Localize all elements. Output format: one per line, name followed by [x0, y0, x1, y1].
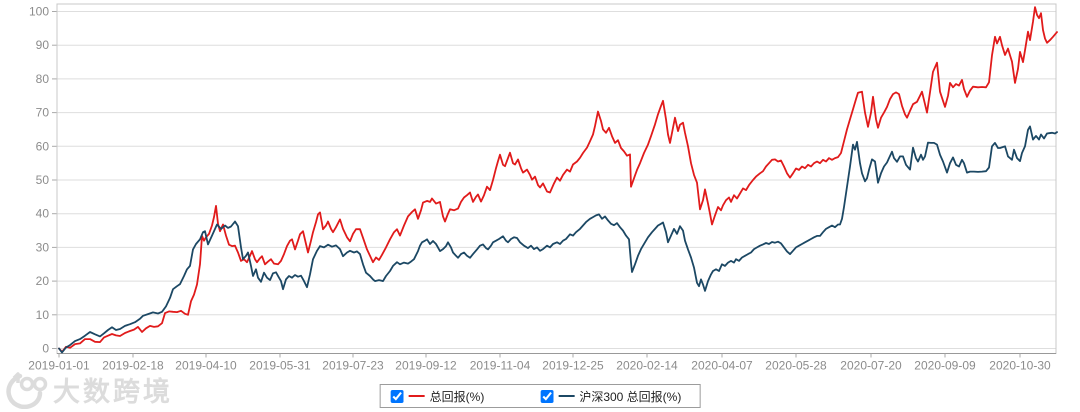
y-tick-label-30: 30 [36, 240, 50, 254]
legend-item-0[interactable]: 总回报(%) [390, 388, 485, 405]
y-tick-label-0: 0 [42, 342, 49, 356]
series-line-1 [58, 125, 1058, 354]
legend-checkbox-1[interactable] [540, 389, 554, 403]
legend-label-0: 总回报(%) [429, 389, 485, 404]
legend-checkbox-0[interactable] [390, 389, 404, 403]
y-tick-label-80: 80 [36, 72, 50, 86]
y-tick-label-50: 50 [36, 173, 50, 187]
x-tick-label-5: 2019-09-12 [395, 359, 457, 373]
watermark: 大数跨境 [6, 370, 173, 409]
watermark-text: 大数跨境 [53, 377, 173, 407]
x-tick-label-10: 2020-05-28 [765, 359, 827, 373]
series-line-0 [58, 6, 1058, 353]
x-tick-label-4: 2019-07-23 [322, 359, 384, 373]
legend-line-swatch-1 [558, 395, 575, 397]
x-tick-label-8: 2020-02-14 [616, 359, 678, 373]
y-tick-label-70: 70 [36, 106, 50, 120]
y-tick-label-40: 40 [36, 207, 50, 221]
watermark-logo-icon [6, 371, 48, 409]
y-tick-label-10: 10 [36, 308, 50, 322]
y-tick-label-60: 60 [36, 139, 50, 153]
y-tick-label-90: 90 [36, 38, 50, 52]
x-tick-label-0: 2019-01-01 [28, 359, 90, 373]
x-tick-label-7: 2019-12-25 [542, 359, 604, 373]
x-tick-label-9: 2020-04-07 [691, 359, 753, 373]
y-tick-label-100: 100 [29, 5, 49, 19]
x-tick-label-13: 2020-10-30 [989, 359, 1051, 373]
legend-label-1: 沪深300 总回报(%) [579, 389, 682, 404]
x-tick-label-11: 2020-07-20 [840, 359, 902, 373]
legend-line-swatch-0 [408, 395, 425, 397]
chart-legend: 总回报(%) 沪深300 总回报(%) [379, 384, 701, 408]
legend-item-1[interactable]: 沪深300 总回报(%) [540, 388, 681, 405]
x-tick-label-1: 2019-02-18 [102, 359, 164, 373]
x-tick-label-2: 2019-04-10 [175, 359, 237, 373]
y-tick-label-20: 20 [36, 274, 50, 288]
x-tick-label-12: 2020-09-09 [914, 359, 976, 373]
x-tick-label-3: 2019-05-31 [249, 359, 311, 373]
x-tick-label-6: 2019-11-04 [470, 359, 531, 373]
